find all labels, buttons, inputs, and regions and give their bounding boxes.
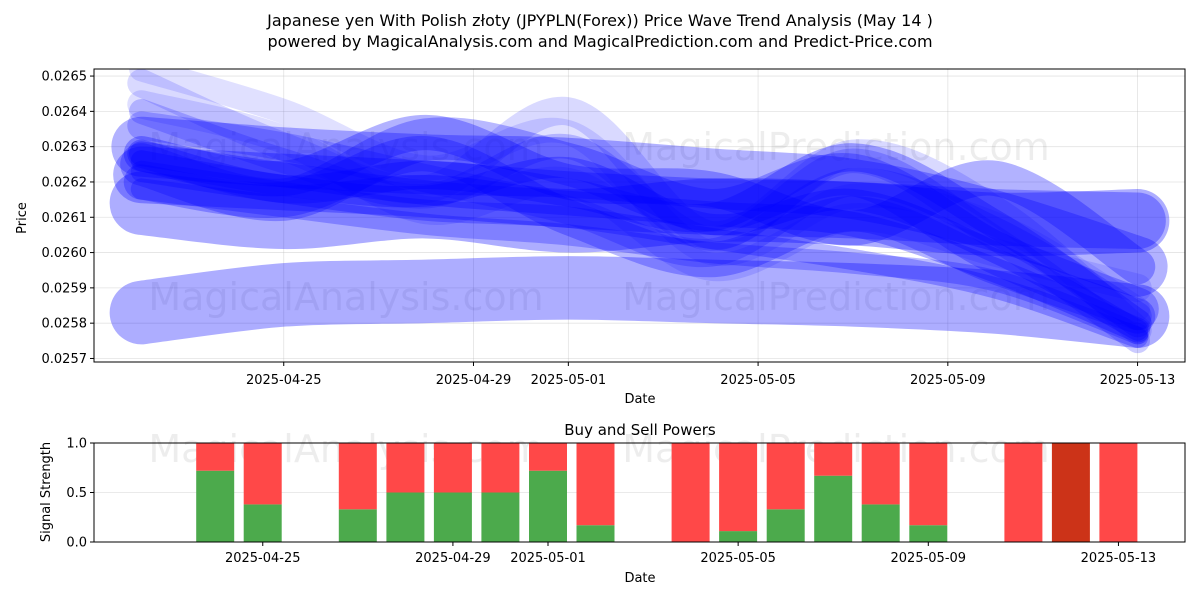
- signal-x-tick-label: 2025-05-09: [891, 551, 967, 566]
- price-bands: [109, 69, 1170, 354]
- sell-power-bar: [909, 443, 948, 526]
- sell-power-bar: [1099, 443, 1138, 542]
- buy-power-bar: [814, 475, 853, 542]
- sell-power-bar: [433, 443, 472, 493]
- price-wave-band: [123, 136, 1156, 334]
- sell-power-bar: [338, 443, 377, 510]
- buy-power-bar: [576, 525, 615, 542]
- price-y-tick-label: 0.0264: [42, 105, 88, 120]
- signal-panel-title: Buy and Sell Powers: [564, 421, 716, 439]
- watermark-text: MagicalAnalysis.com: [148, 125, 543, 169]
- sell-power-bar: [719, 443, 758, 532]
- chart-subtitle: powered by MagicalAnalysis.com and Magic…: [267, 32, 932, 51]
- signal-y-tick-label: 0.0: [66, 536, 87, 551]
- price-grid: [94, 69, 1185, 362]
- sell-power-bar: [671, 443, 710, 542]
- buy-power-bar: [386, 492, 425, 542]
- sell-power-bar: [481, 443, 520, 493]
- signal-y-axis-label: Signal Strength: [39, 442, 54, 542]
- price-wave-band: [113, 146, 1166, 250]
- price-wave-band: [130, 150, 1149, 341]
- price-x-tick-label: 2025-04-25: [246, 373, 322, 388]
- price-y-tick-label: 0.0259: [42, 281, 88, 296]
- price-wave-band: [127, 90, 1152, 302]
- price-y-tick-label: 0.0262: [42, 175, 88, 190]
- price-wave-band: [130, 160, 1149, 348]
- price-wave-band: [129, 141, 1150, 343]
- buy-power-bar: [481, 492, 520, 542]
- price-axes-frame: [93, 68, 1186, 363]
- sell-power-bar: [529, 443, 567, 471]
- price-wave-band: [127, 111, 1152, 331]
- price-x-tick-label: 2025-05-09: [910, 373, 986, 388]
- watermark-text: MagicalAnalysis.com: [148, 275, 543, 319]
- signal-x-tick-label: 2025-04-29: [415, 551, 491, 566]
- price-wave-band: [120, 117, 1159, 331]
- buy-power-bar: [338, 509, 377, 542]
- sell-power-bar: [1004, 443, 1043, 542]
- price-x-tick-label: 2025-05-05: [720, 373, 796, 388]
- price-x-tick-label: 2025-05-13: [1100, 373, 1176, 388]
- price-y-tick-label: 0.0257: [42, 352, 88, 367]
- watermark-text: MagicalPrediction.com: [622, 125, 1050, 169]
- price-wave-band: [123, 114, 1156, 285]
- sell-power-bar: [1051, 443, 1090, 542]
- signal-y-tick-label: 1.0: [66, 437, 87, 452]
- price-wave-band: [111, 116, 1168, 297]
- price-x-tick-label: 2025-05-01: [531, 373, 607, 388]
- price-x-axis-label: Date: [624, 392, 655, 407]
- buy-power-bar: [243, 504, 282, 542]
- buy-power-bar: [861, 504, 900, 542]
- watermark-text: MagicalPrediction.com: [622, 275, 1050, 319]
- sell-power-bar: [243, 443, 282, 505]
- buy-power-bar: [719, 531, 758, 542]
- price-y-tick-label: 0.0265: [42, 70, 88, 85]
- signal-x-axis-label: Date: [624, 571, 655, 586]
- buy-power-bar: [433, 492, 472, 542]
- signal-x-tick-label: 2025-05-01: [510, 551, 586, 566]
- price-x-ticks: 2025-04-25 2025-04-29 2025-05-01 2025-05-05…: [246, 362, 1175, 388]
- price-wave-band: [129, 99, 1150, 354]
- signal-bars: [196, 443, 1138, 542]
- price-y-tick-label: 0.0263: [42, 140, 88, 155]
- signal-y-tick-label: 0.5: [66, 486, 87, 501]
- price-wave-band: [127, 69, 1152, 345]
- price-wave-band: [109, 256, 1170, 348]
- price-y-tick-label: 0.0258: [42, 317, 88, 332]
- buy-power-bar: [196, 470, 235, 542]
- price-x-tick-label: 2025-04-29: [436, 373, 512, 388]
- sell-power-bar: [196, 443, 235, 471]
- price-wave-band: [127, 139, 1152, 338]
- price-watermarks: MagicalAnalysis.com MagicalPrediction.co…: [148, 125, 1049, 319]
- buy-power-bar: [529, 470, 567, 542]
- sell-power-bar: [386, 443, 425, 493]
- price-y-axis-label: Price: [15, 202, 30, 234]
- sell-power-bar: [861, 443, 900, 505]
- chart-title: Japanese yen With Polish złoty (JPYPLN(F…: [266, 11, 933, 30]
- price-y-ticks: 0.0257 0.0258 0.0259 0.0260 0.0261 0.0262 0.02…: [42, 70, 94, 367]
- signal-x-ticks: 2025-04-25 2025-04-29 2025-05-01 2025-05-05…: [225, 542, 1156, 566]
- price-wave-band: [130, 178, 1149, 345]
- signal-x-tick-label: 2025-04-25: [225, 551, 301, 566]
- price-wave-band: [109, 171, 1170, 257]
- price-y-tick-label: 0.0260: [42, 246, 88, 261]
- sell-power-bar: [814, 443, 853, 476]
- price-y-tick-label: 0.0261: [42, 211, 88, 226]
- sell-power-bar: [576, 443, 615, 526]
- signal-panel: Buy and Sell Powers MagicalAnalysis.com …: [39, 421, 1186, 586]
- signal-x-tick-label: 2025-05-13: [1081, 551, 1157, 566]
- buy-power-bar: [766, 509, 805, 542]
- sell-power-bar: [766, 443, 805, 510]
- price-wave-band: [129, 69, 1150, 322]
- price-panel: MagicalAnalysis.com MagicalPrediction.co…: [15, 68, 1186, 407]
- signal-y-ticks: 0.0 0.5 1.0: [66, 437, 94, 551]
- signal-x-tick-label: 2025-05-05: [700, 551, 776, 566]
- buy-power-bar: [909, 525, 948, 542]
